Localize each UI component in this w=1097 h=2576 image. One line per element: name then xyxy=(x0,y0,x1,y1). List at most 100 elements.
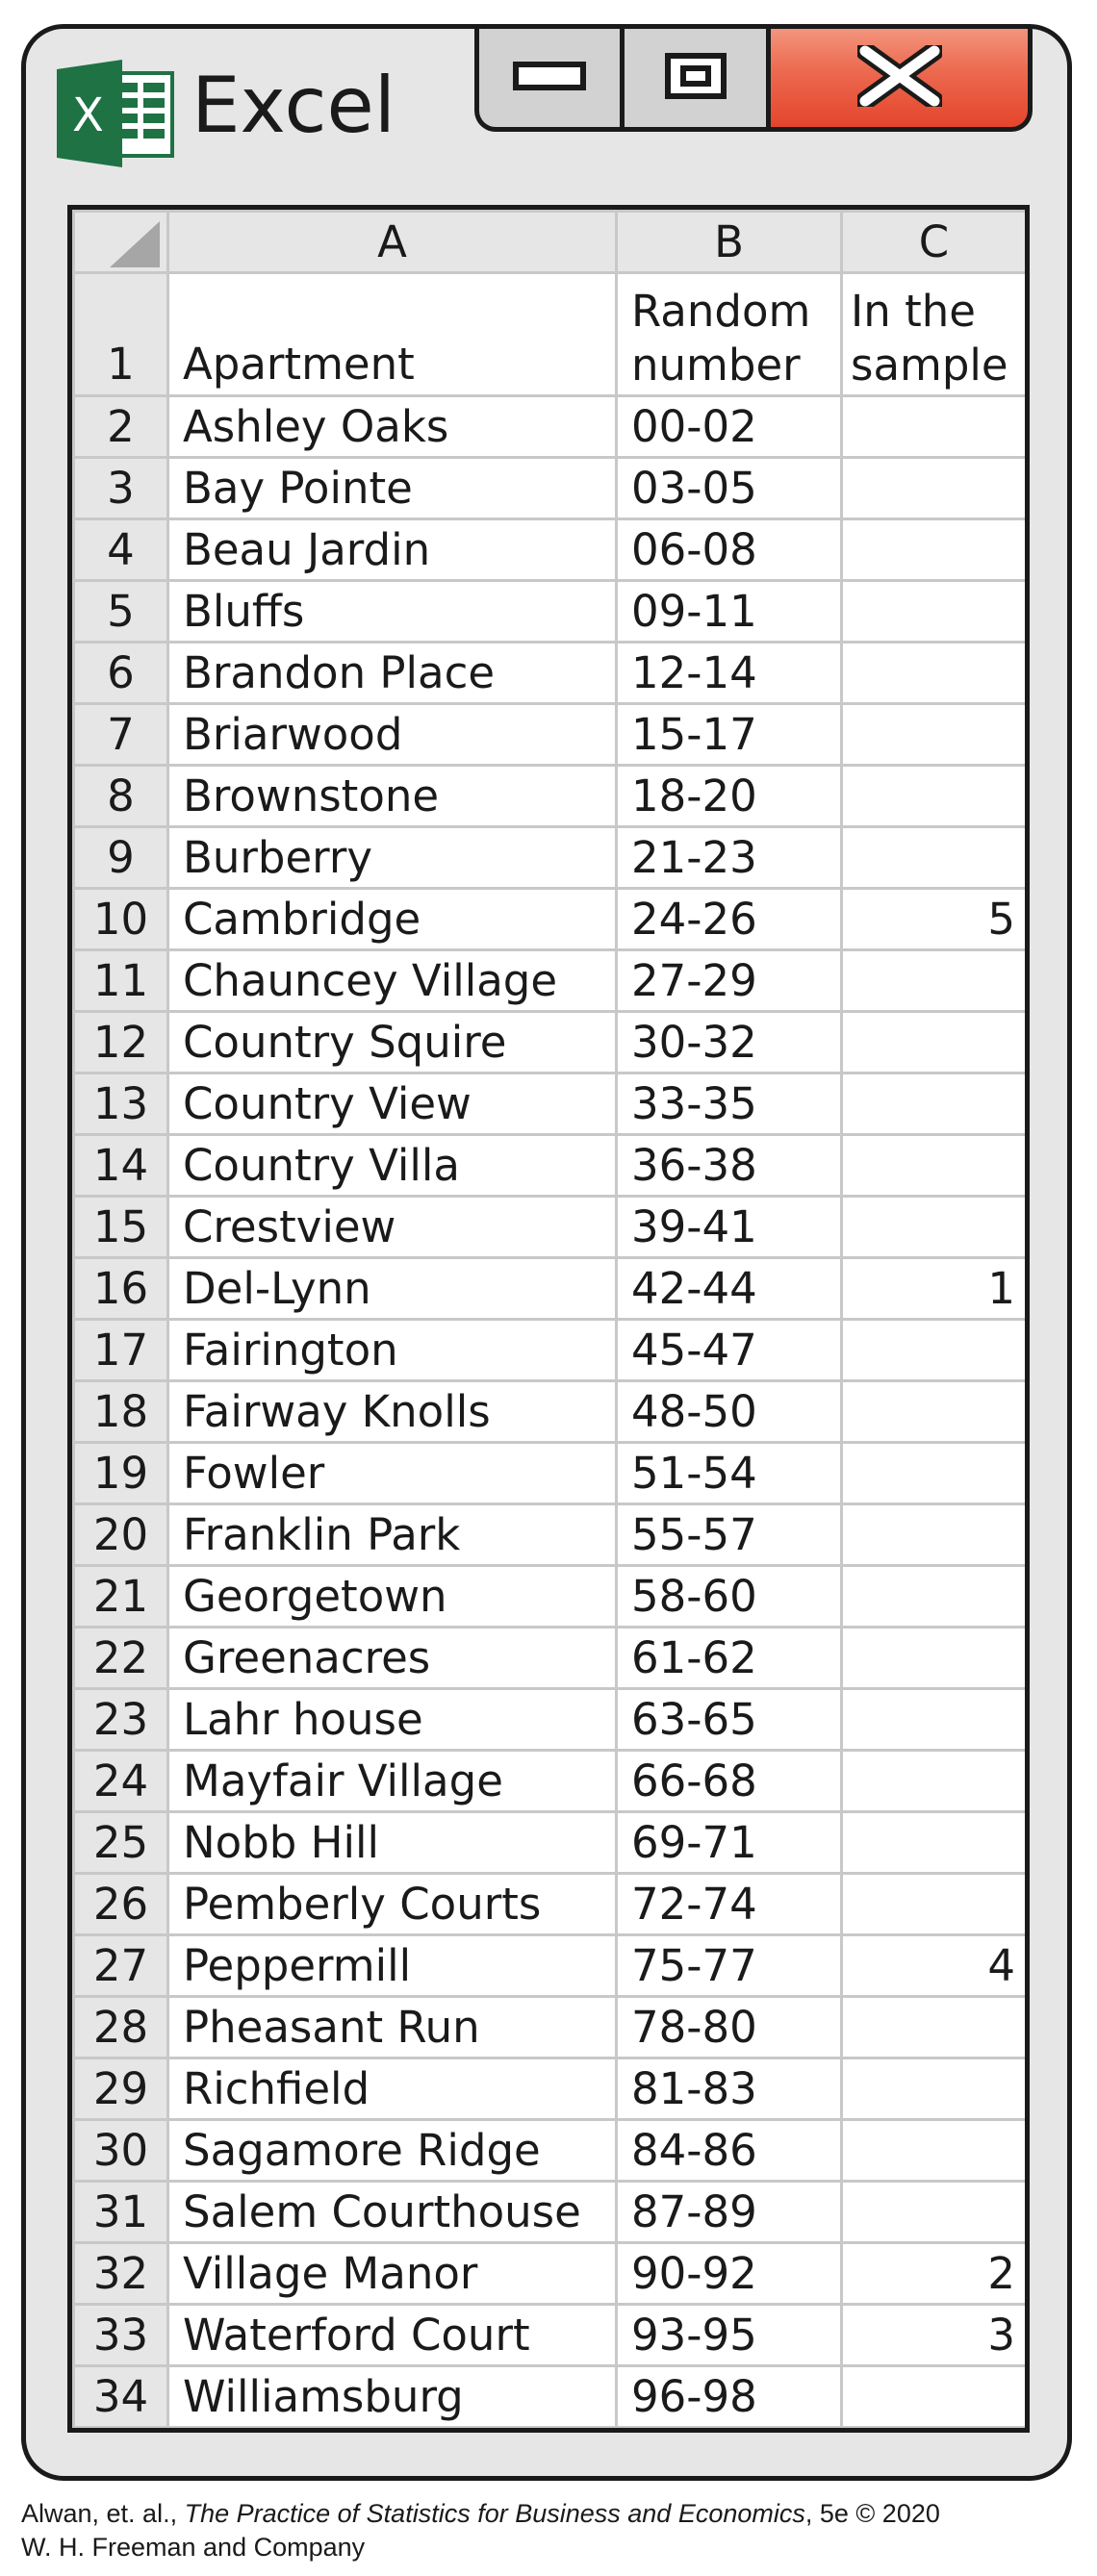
column-header-c[interactable]: C xyxy=(840,210,1025,274)
row-header[interactable]: 18 xyxy=(72,1379,169,1444)
row-header[interactable]: 5 xyxy=(72,579,169,644)
cell-apartment[interactable]: Pheasant Run xyxy=(166,1995,618,2059)
cell-apartment[interactable]: Country Villa xyxy=(166,1133,618,1198)
empty-cell[interactable] xyxy=(72,2426,169,2428)
cell-apartment[interactable]: Waterford Court xyxy=(166,2303,618,2367)
cell-random-number[interactable]: 45-47 xyxy=(615,1318,843,1382)
cell-random-number[interactable]: 33-35 xyxy=(615,1072,843,1136)
cell-in-sample[interactable] xyxy=(840,1379,1025,1444)
cell-random-number[interactable]: 84-86 xyxy=(615,2118,843,2183)
cell-apartment[interactable]: Fairway Knolls xyxy=(166,1379,618,1444)
cell-in-sample[interactable]: 4 xyxy=(840,1933,1025,1998)
maximize-button[interactable] xyxy=(625,29,771,132)
row-header[interactable]: 29 xyxy=(72,2057,169,2121)
empty-cell[interactable] xyxy=(840,2426,1025,2428)
cell-apartment[interactable]: Briarwood xyxy=(166,702,618,767)
row-header[interactable]: 3 xyxy=(72,456,169,520)
cell-apartment[interactable]: Nobb Hill xyxy=(166,1810,618,1875)
cell-in-sample[interactable] xyxy=(840,1072,1025,1136)
row-header[interactable]: 33 xyxy=(72,2303,169,2367)
cell-in-sample[interactable] xyxy=(840,948,1025,1013)
column-header-a[interactable]: A xyxy=(166,210,618,274)
cell-random-number[interactable]: 36-38 xyxy=(615,1133,843,1198)
cell-random-number[interactable]: 48-50 xyxy=(615,1379,843,1444)
cell-in-sample[interactable] xyxy=(840,1441,1025,1505)
cell-in-sample[interactable] xyxy=(840,825,1025,890)
cell-random-number[interactable]: 00-02 xyxy=(615,394,843,459)
cell-random-number[interactable]: 42-44 xyxy=(615,1256,843,1321)
row-header[interactable]: 2 xyxy=(72,394,169,459)
cell-in-sample[interactable] xyxy=(840,641,1025,705)
cell-random-number[interactable]: 51-54 xyxy=(615,1441,843,1505)
cell-in-sample[interactable] xyxy=(840,518,1025,582)
cell-in-sample[interactable] xyxy=(840,1133,1025,1198)
cell-random-number[interactable]: 72-74 xyxy=(615,1872,843,1936)
cell-random-number[interactable]: 63-65 xyxy=(615,1687,843,1752)
cell-random-number[interactable]: 69-71 xyxy=(615,1810,843,1875)
cell-apartment[interactable]: Georgetown xyxy=(166,1564,618,1629)
cell-random-number[interactable]: 03-05 xyxy=(615,456,843,520)
cell-apartment[interactable]: Sagamore Ridge xyxy=(166,2118,618,2183)
cell-random-number[interactable]: 30-32 xyxy=(615,1010,843,1074)
cell-random-number[interactable]: 09-11 xyxy=(615,579,843,644)
cell-random-number[interactable]: 15-17 xyxy=(615,702,843,767)
row-header[interactable]: 7 xyxy=(72,702,169,767)
cell-random-number[interactable]: 06-08 xyxy=(615,518,843,582)
cell-in-sample[interactable] xyxy=(840,2180,1025,2244)
cell-apartment[interactable]: Cambridge xyxy=(166,887,618,951)
cell-apartment[interactable]: Fowler xyxy=(166,1441,618,1505)
cell-in-sample[interactable] xyxy=(840,2057,1025,2121)
cell-a1[interactable]: Apartment xyxy=(166,271,618,397)
cell-apartment[interactable]: Brownstone xyxy=(166,764,618,828)
row-header[interactable]: 34 xyxy=(72,2364,169,2428)
row-header[interactable]: 30 xyxy=(72,2118,169,2183)
row-header[interactable]: 11 xyxy=(72,948,169,1013)
cell-in-sample[interactable] xyxy=(840,1010,1025,1074)
cell-in-sample[interactable] xyxy=(840,579,1025,644)
cell-apartment[interactable]: Williamsburg xyxy=(166,2364,618,2428)
cell-in-sample[interactable] xyxy=(840,1318,1025,1382)
row-header[interactable]: 15 xyxy=(72,1195,169,1259)
cell-apartment[interactable]: Country View xyxy=(166,1072,618,1136)
cell-random-number[interactable]: 96-98 xyxy=(615,2364,843,2428)
cell-random-number[interactable]: 24-26 xyxy=(615,887,843,951)
cell-in-sample[interactable] xyxy=(840,2118,1025,2183)
cell-in-sample[interactable] xyxy=(840,394,1025,459)
row-header[interactable]: 13 xyxy=(72,1072,169,1136)
row-header[interactable]: 12 xyxy=(72,1010,169,1074)
empty-cell[interactable] xyxy=(615,2426,843,2428)
cell-apartment[interactable]: Bluffs xyxy=(166,579,618,644)
cell-apartment[interactable]: Franklin Park xyxy=(166,1503,618,1567)
row-header[interactable]: 8 xyxy=(72,764,169,828)
row-header[interactable]: 27 xyxy=(72,1933,169,1998)
cell-apartment[interactable]: Pemberly Courts xyxy=(166,1872,618,1936)
cell-random-number[interactable]: 21-23 xyxy=(615,825,843,890)
row-header[interactable]: 32 xyxy=(72,2241,169,2306)
cell-in-sample[interactable] xyxy=(840,1626,1025,1690)
row-header[interactable]: 28 xyxy=(72,1995,169,2059)
row-header[interactable]: 6 xyxy=(72,641,169,705)
cell-apartment[interactable]: Ashley Oaks xyxy=(166,394,618,459)
cell-apartment[interactable]: Peppermill xyxy=(166,1933,618,1998)
cell-in-sample[interactable]: 3 xyxy=(840,2303,1025,2367)
row-header[interactable]: 22 xyxy=(72,1626,169,1690)
cell-apartment[interactable]: Salem Courthouse xyxy=(166,2180,618,2244)
cell-in-sample[interactable] xyxy=(840,1749,1025,1813)
cell-random-number[interactable]: 75-77 xyxy=(615,1933,843,1998)
cell-in-sample[interactable] xyxy=(840,1195,1025,1259)
row-header[interactable]: 21 xyxy=(72,1564,169,1629)
cell-in-sample[interactable] xyxy=(840,1872,1025,1936)
cell-random-number[interactable]: 18-20 xyxy=(615,764,843,828)
cell-random-number[interactable]: 87-89 xyxy=(615,2180,843,2244)
row-header[interactable]: 24 xyxy=(72,1749,169,1813)
cell-apartment[interactable]: Fairington xyxy=(166,1318,618,1382)
close-button[interactable] xyxy=(771,29,1033,132)
cell-in-sample[interactable]: 1 xyxy=(840,1256,1025,1321)
cell-random-number[interactable]: 66-68 xyxy=(615,1749,843,1813)
cell-apartment[interactable]: Village Manor xyxy=(166,2241,618,2306)
cell-random-number[interactable]: 58-60 xyxy=(615,1564,843,1629)
cell-apartment[interactable]: Greenacres xyxy=(166,1626,618,1690)
cell-in-sample[interactable]: 2 xyxy=(840,2241,1025,2306)
empty-cell[interactable] xyxy=(166,2426,618,2428)
cell-apartment[interactable]: Beau Jardin xyxy=(166,518,618,582)
